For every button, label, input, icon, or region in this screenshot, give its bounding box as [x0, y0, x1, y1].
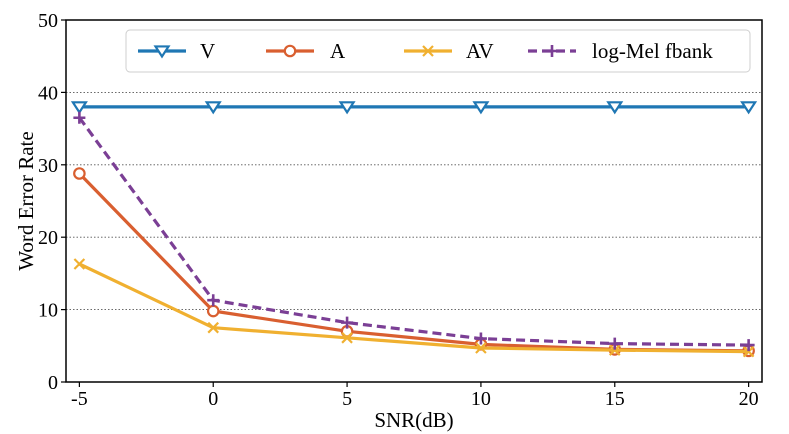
legend-marker: [153, 45, 171, 59]
data-point: [742, 339, 755, 352]
data-point: [73, 167, 86, 180]
axis-ticks: 0 10 20 30 40 50 -5 0 5 10 15 20: [38, 10, 759, 410]
x-tick-label: 20: [739, 388, 759, 410]
legend-item: A: [266, 39, 346, 63]
series-layer: [70, 101, 758, 358]
y-axis-title: Word Error Rate: [14, 131, 38, 270]
y-tick-label: 0: [48, 372, 58, 394]
series-line: [78, 262, 749, 354]
data-point: [740, 101, 758, 115]
data-point: [73, 258, 86, 270]
legend-item: log-Mel fbank: [528, 39, 713, 63]
data-point: [475, 342, 487, 354]
x-tick-label: -5: [71, 388, 88, 410]
data-point: [70, 101, 88, 115]
y-tick-label: 50: [38, 10, 58, 32]
series-av: [73, 258, 755, 358]
legend-marker: [283, 44, 297, 58]
y-tick-label: 40: [38, 82, 58, 104]
series-line: [78, 172, 749, 353]
data-point: [341, 316, 354, 329]
data-point: [608, 344, 621, 356]
data-point: [608, 337, 621, 350]
data-point: [207, 294, 220, 307]
legend-label: log-Mel fbank: [592, 39, 713, 63]
x-tick-label: 10: [471, 388, 491, 410]
legend-marker: [422, 45, 434, 57]
x-tick-label: 0: [208, 388, 218, 410]
data-point: [472, 101, 490, 115]
x-tick-label: 15: [605, 388, 625, 410]
data-point: [206, 304, 220, 318]
legend: V A AV log-Mel fbank: [125, 29, 751, 73]
y-tick-label: 10: [38, 300, 58, 322]
data-point: [606, 101, 624, 115]
y-tick-label: 20: [38, 227, 58, 249]
data-point: [207, 321, 220, 334]
legend-label: A: [330, 39, 346, 63]
data-point: [73, 111, 86, 124]
data-point: [341, 332, 353, 344]
series-v: [70, 101, 758, 115]
legend-item: V: [138, 39, 215, 63]
legend-label: AV: [466, 39, 494, 63]
x-tick-label: 5: [342, 388, 352, 410]
series-line: [78, 116, 749, 347]
legend-item: AV: [404, 39, 494, 63]
legend-marker: [546, 45, 558, 57]
y-tick-label: 30: [38, 155, 58, 177]
data-point: [204, 101, 222, 115]
data-point: [338, 101, 356, 115]
x-axis-title: SNR(dB): [374, 408, 453, 432]
grid-lines: [66, 91, 762, 311]
legend-label: V: [200, 39, 215, 63]
plot-area-frame: [65, 19, 763, 383]
series-a: [73, 167, 755, 358]
data-point: [474, 332, 487, 345]
series-log-mel-fbank: [73, 111, 755, 352]
data-point: [742, 345, 755, 358]
